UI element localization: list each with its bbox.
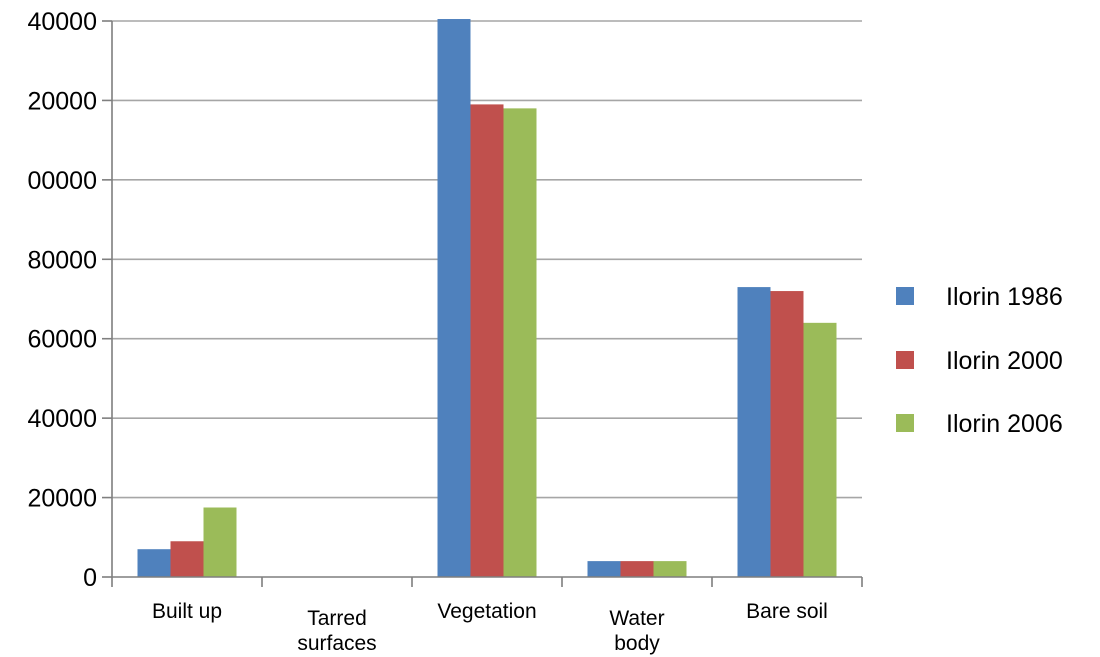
bar [170,541,204,577]
bars [137,19,837,578]
x-tick-label-line: surfaces [297,632,376,655]
y-tick-label: 80000 [27,246,97,274]
x-tick-label: Tarred surfaces [297,607,376,655]
x-tick-label-line: Vegetation [437,600,536,623]
y-tick-label: 00000 [27,167,97,195]
y-tick-label: 40000 [27,8,97,36]
legend-label: Ilorin 2000 [946,347,1063,375]
x-tick-label-line: Tarred [307,607,367,630]
x-tick-label: Bare soil [746,600,828,623]
bar [770,291,804,577]
y-tick-label: 20000 [27,87,97,115]
axis-labels: 0 20000 40000 60000 80000 00000 20000 40000 Buil… [27,8,827,655]
legend-swatch [896,414,914,432]
x-tick-label-line: Water [609,607,664,630]
x-tick-label-line: body [614,632,660,655]
bar [620,561,654,577]
bar [203,507,237,577]
y-tick-label: 20000 [27,485,97,513]
bar [503,108,537,577]
x-tick-label: Built up [152,600,222,623]
bar [470,104,504,578]
legend: Ilorin 1986 Ilorin 2000 Ilorin 2006 [896,283,1063,438]
legend-swatch [896,351,914,369]
bar [653,561,687,577]
x-tick-label: Vegetation [437,600,536,623]
legend-swatch [896,287,914,305]
bar [137,549,171,577]
bar [437,19,471,578]
legend-label: Ilorin 2006 [946,410,1063,438]
x-tick-label-line: Built up [152,600,222,623]
y-tick-label: 40000 [27,405,97,433]
legend-label: Ilorin 1986 [946,283,1063,311]
bar [587,561,621,577]
x-tick-label: Water body [609,607,664,655]
y-tick-label: 0 [83,564,97,592]
y-tick-label: 60000 [27,326,97,354]
x-tick-label-line: Bare soil [746,600,828,623]
axes [102,20,863,587]
bar [737,287,771,577]
bar [803,322,837,577]
